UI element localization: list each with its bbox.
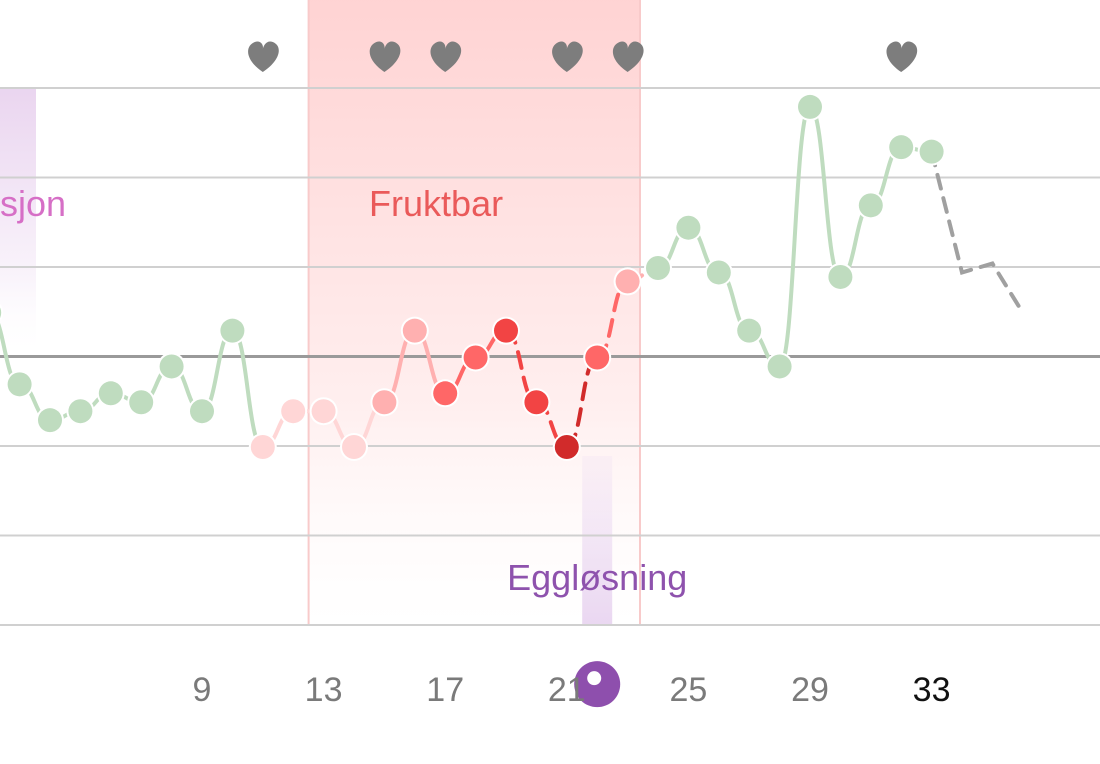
temperature-point — [798, 94, 822, 119]
temperature-point — [524, 390, 549, 415]
menstruation-band — [0, 88, 36, 358]
temperature-point — [38, 408, 62, 433]
temperature-point — [281, 399, 306, 424]
temperature-point — [311, 399, 336, 424]
x-tick-label: 29 — [791, 671, 829, 709]
temperature-point — [706, 260, 731, 285]
heart-layer — [248, 41, 918, 72]
heart-icon — [612, 41, 644, 72]
point-layer — [0, 92, 946, 708]
temperature-point — [372, 390, 397, 415]
heart-icon — [430, 41, 462, 72]
x-tick-label: 17 — [426, 671, 464, 709]
heart-icon — [369, 41, 401, 72]
temperature-point — [494, 318, 518, 343]
heart-icon — [886, 41, 918, 72]
temperature-point — [68, 399, 93, 424]
fertile-label: Fruktbar — [369, 183, 503, 224]
x-tick-label: 9 — [193, 671, 212, 709]
phase-layer — [0, 0, 641, 626]
grid-layer — [0, 87, 1100, 626]
temperature-point — [0, 307, 2, 318]
temperature-line-segment — [808, 104, 843, 279]
ovulation-band — [582, 456, 613, 626]
x-tick-label: 21 — [548, 671, 586, 709]
x-tick-label: 13 — [305, 671, 343, 709]
temperature-point — [129, 390, 154, 415]
prediction-line — [929, 149, 1025, 315]
menstruation-label: sjon — [0, 183, 66, 224]
temperature-point — [342, 435, 366, 459]
temperature-point — [98, 381, 123, 406]
temperature-point — [828, 264, 853, 289]
temperature-point — [159, 354, 184, 379]
temperature-point — [190, 399, 214, 424]
temperature-point — [585, 345, 610, 370]
temperature-point — [767, 354, 792, 379]
temperature-point — [737, 318, 762, 343]
temperature-point — [433, 381, 458, 406]
temperature-point — [919, 139, 944, 164]
temperature-point-halo — [0, 303, 4, 322]
ovulation-label: Eggløsning — [507, 557, 687, 598]
heart-icon — [248, 41, 279, 72]
temperature-point — [554, 435, 579, 459]
temperature-line-segment — [230, 328, 265, 449]
heart-icon — [552, 41, 583, 72]
temperature-point — [220, 318, 245, 343]
ovulation-marker-hole — [587, 671, 602, 686]
temperature-point — [858, 193, 883, 218]
temperature-line-segment — [777, 104, 812, 369]
temperature-point — [646, 256, 670, 280]
temperature-point — [250, 435, 275, 459]
x-tick-label: 25 — [669, 671, 707, 709]
temperature-point — [7, 372, 32, 397]
x-tick-label: 33 — [913, 671, 951, 709]
temperature-point — [463, 345, 488, 370]
label-layer: 9 13 17 21 25 29 33 sjon Fruktbar Eggløsning — [0, 183, 951, 709]
temperature-point — [889, 135, 914, 160]
temperature-point — [676, 215, 701, 240]
temperature-point — [402, 318, 427, 343]
temperature-point — [615, 269, 640, 294]
